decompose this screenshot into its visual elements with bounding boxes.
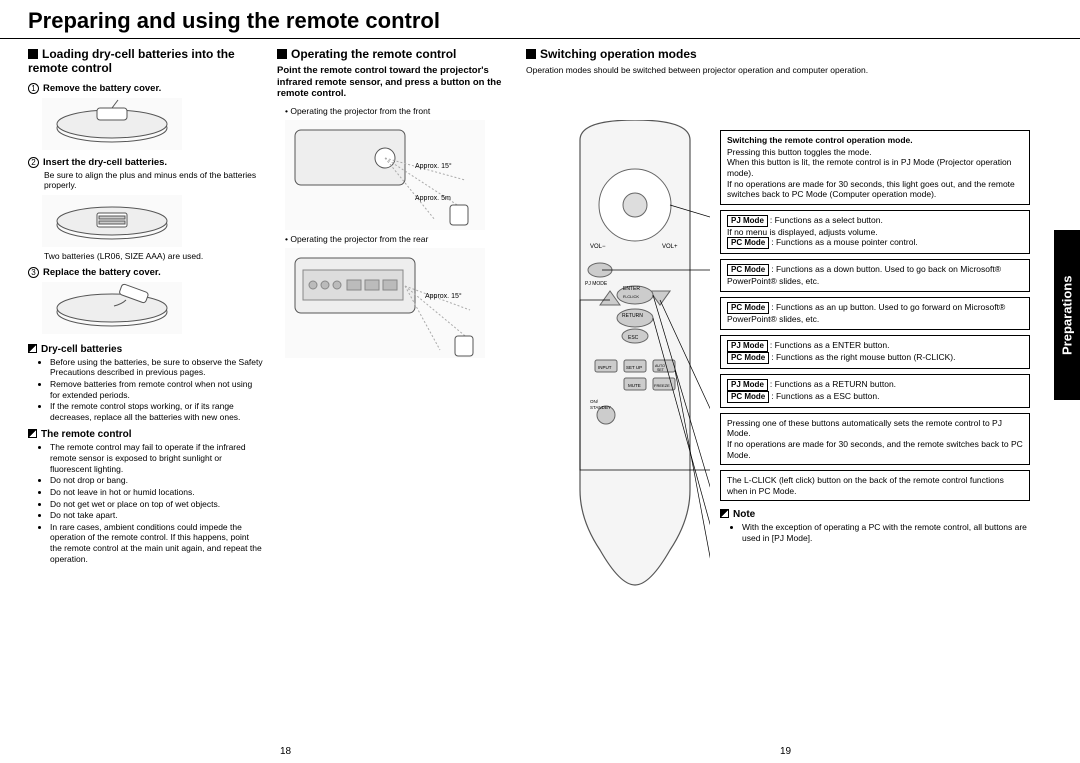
- svg-text:R-CLICK: R-CLICK: [623, 294, 639, 299]
- svg-text:INPUT: INPUT: [598, 365, 612, 370]
- operating-lead: Point the remote control toward the proj…: [277, 65, 512, 99]
- svg-text:PJ MODE: PJ MODE: [585, 281, 608, 287]
- svg-text:SET: SET: [657, 368, 665, 372]
- step-3: 3Replace the battery cover.: [28, 267, 263, 278]
- svg-text:RETURN: RETURN: [622, 313, 643, 319]
- col-operating: Operating the remote control Point the r…: [277, 47, 512, 565]
- page-title: Preparing and using the remote control: [0, 0, 1080, 39]
- notes-drycell-list: Before using the batteries, be sure to o…: [50, 357, 263, 424]
- illus-insert-batteries: [42, 195, 182, 247]
- step-1: 1Remove the battery cover.: [28, 83, 263, 94]
- box-up: PC Mode: Functions as an up button. Used…: [720, 297, 1030, 330]
- step-2-note2: Two batteries (LR06, SIZE AAA) are used.: [44, 251, 263, 262]
- notes-drycell-head: Dry-cell batteries: [28, 344, 263, 355]
- illus-rear: Approx. 15°: [285, 248, 485, 358]
- section-tab: Preparations: [1054, 230, 1080, 400]
- illus-front: Approx. 15° Approx. 5m: [285, 120, 485, 230]
- illus-replace-cover: [42, 282, 182, 334]
- svg-text:MUTE: MUTE: [628, 383, 641, 388]
- heading-operating: Operating the remote control: [277, 47, 512, 61]
- svg-text:Approx. 15°: Approx. 15°: [425, 292, 462, 300]
- box-down: PC Mode: Functions as a down button. Use…: [720, 259, 1030, 292]
- svg-text:FREEZE: FREEZE: [654, 383, 670, 388]
- notes-remote-head: The remote control: [28, 429, 263, 440]
- box-enter: PJ Mode: Functions as a ENTER button. PC…: [720, 335, 1030, 369]
- page-number-left: 18: [280, 746, 291, 757]
- box-return: PJ Mode: Functions as a RETURN button. P…: [720, 374, 1030, 408]
- box-select: PJ Mode: Functions as a select button. I…: [720, 210, 1030, 255]
- switching-intro: Operation modes should be switched betwe…: [526, 65, 1016, 75]
- heading-loading: Loading dry-cell batteries into the remo…: [28, 47, 263, 76]
- illus-remove-cover: [42, 98, 182, 150]
- box-switch-mode: Switching the remote control operation m…: [720, 130, 1030, 205]
- notes-remote-list: The remote control may fail to operate i…: [50, 442, 263, 565]
- svg-text:Approx. 5m: Approx. 5m: [415, 195, 451, 202]
- svg-text:ESC: ESC: [628, 335, 639, 341]
- box-autopj: Pressing one of these buttons automatica…: [720, 413, 1030, 466]
- note-body: With the exception of operating a PC wit…: [742, 522, 1030, 543]
- col-loading-batteries: Loading dry-cell batteries into the remo…: [28, 47, 263, 565]
- step-2-note: Be sure to align the plus and minus ends…: [44, 170, 263, 191]
- svg-text:VOL−: VOL−: [590, 244, 606, 250]
- step-2: 2Insert the dry-cell batteries.: [28, 157, 263, 168]
- svg-text:Approx. 15°: Approx. 15°: [415, 162, 452, 170]
- svg-text:ON/: ON/: [590, 399, 599, 404]
- box-lclick: The L-CLICK (left click) button on the b…: [720, 470, 1030, 501]
- info-boxes: Switching the remote control operation m…: [720, 130, 1030, 545]
- svg-text:ENTER: ENTER: [623, 286, 640, 292]
- svg-text:VOL+: VOL+: [662, 244, 678, 250]
- page-number-right: 19: [780, 746, 791, 757]
- note-head: Note: [720, 509, 1030, 520]
- svg-text:SET UP: SET UP: [626, 365, 642, 370]
- svg-text:STANDBY: STANDBY: [590, 405, 611, 410]
- remote-diagram: VOL− VOL+ PJ MODE ENTER R-CLICK RETURN E…: [560, 120, 710, 590]
- cap-rear: • Operating the projector from the rear: [285, 234, 512, 244]
- heading-switching: Switching operation modes: [526, 47, 1016, 61]
- cap-front: • Operating the projector from the front: [285, 106, 512, 116]
